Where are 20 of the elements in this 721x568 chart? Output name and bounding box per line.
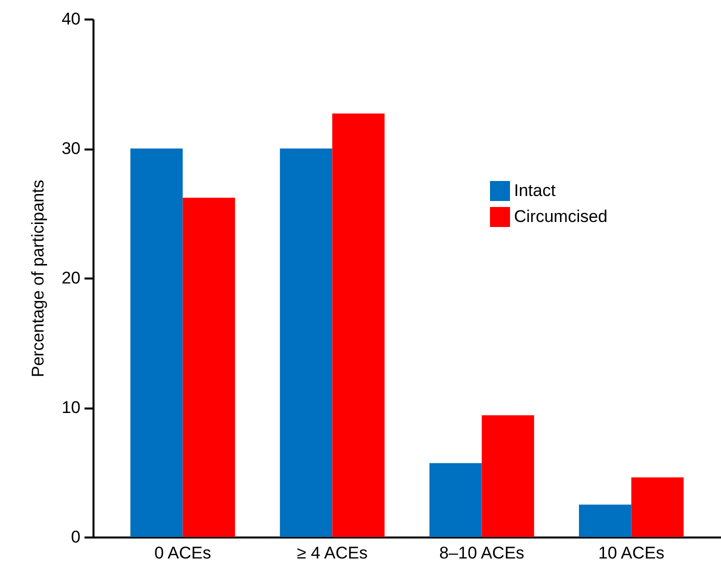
bar bbox=[482, 415, 534, 537]
bar bbox=[631, 477, 684, 537]
bar bbox=[130, 148, 183, 537]
legend-label: Circumcised bbox=[514, 207, 608, 226]
x-tick-label: 10 ACEs bbox=[598, 544, 664, 562]
y-tick-label: 10 bbox=[62, 398, 80, 417]
y-tick-label: 40 bbox=[62, 10, 80, 28]
y-tick-label: 20 bbox=[62, 268, 80, 288]
x-tick-label: 8–10 ACEs bbox=[439, 544, 524, 562]
y-axis-title: Percentage of participants bbox=[28, 180, 48, 378]
bar bbox=[182, 198, 236, 537]
y-tick-label: 30 bbox=[62, 139, 80, 158]
x-tick-label: 0 ACEs bbox=[154, 544, 212, 562]
bar bbox=[332, 114, 385, 537]
bar bbox=[280, 148, 332, 537]
x-tick-label: ≥ 4 ACEs bbox=[296, 544, 368, 562]
bar bbox=[429, 463, 482, 537]
y-tick-label: 0 bbox=[71, 528, 80, 546]
legend-label: Intact bbox=[514, 181, 556, 200]
bar bbox=[578, 504, 632, 537]
